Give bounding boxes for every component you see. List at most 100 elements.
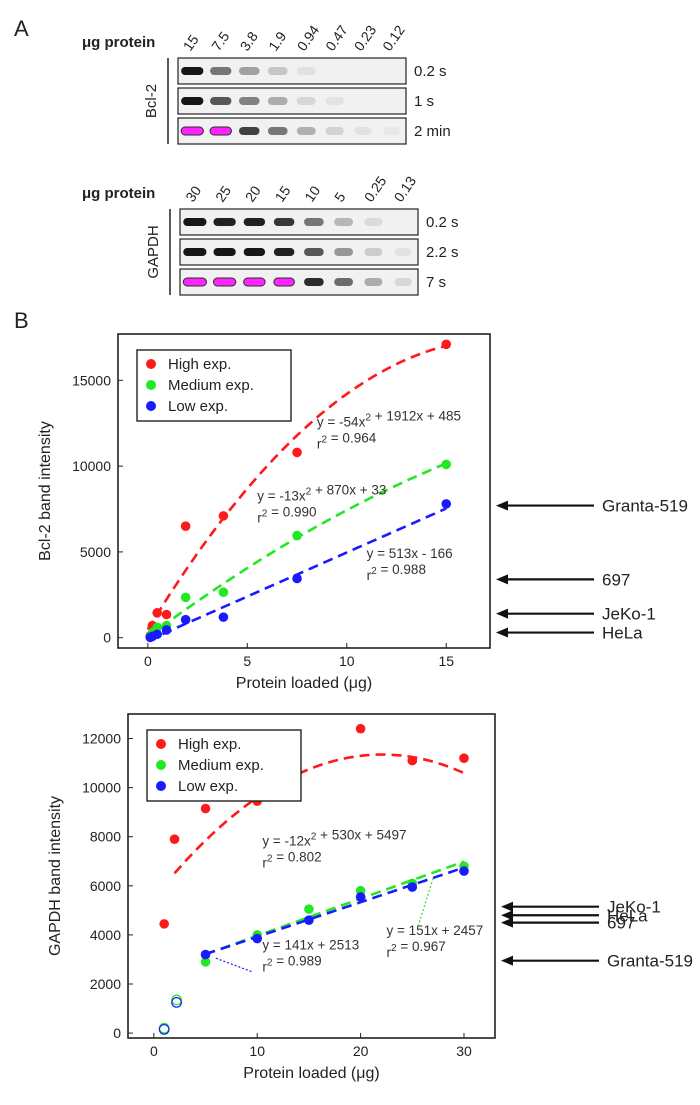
legend-label: Medium exp.	[178, 757, 264, 774]
legend-label: High exp.	[178, 736, 241, 753]
data-point-2	[152, 629, 162, 640]
gapdh-band	[394, 278, 412, 286]
legend-marker	[146, 359, 156, 369]
cell-line-arrowhead	[496, 608, 508, 619]
fit-equation: y = -13x2 + 870x + 33	[257, 482, 386, 503]
data-point-2	[252, 933, 263, 944]
data-point-2	[218, 612, 229, 622]
fit-r-squared: r2 = 0.989	[262, 954, 321, 975]
bcl2-lane-label: 15	[180, 32, 202, 54]
fit-line-0	[146, 344, 447, 631]
cell-line-arrowhead	[501, 955, 513, 966]
cell-line-arrowhead	[496, 627, 508, 638]
cell-line-arrowhead	[496, 500, 508, 511]
cell-line-label: JeKo-1	[602, 605, 656, 624]
data-point-0	[161, 609, 172, 620]
data-point-0	[441, 339, 452, 350]
y-tick-label: 12000	[82, 731, 121, 747]
gapdh-blot: μg protein 30 25 20 15 10 5 0.25 0.13 GAPDH 0.2 s 2…	[82, 173, 459, 296]
y-tick-label: 5000	[80, 544, 111, 560]
data-point-2	[441, 499, 452, 509]
gapdh-exposure-label: 2.2 s	[426, 244, 459, 261]
data-point-1	[152, 622, 162, 633]
data-point-0	[200, 803, 211, 814]
bcl2-band	[383, 127, 400, 135]
bcl2-exposure-label: 2 min	[414, 123, 451, 140]
fit-r-squared: r2 = 0.967	[386, 939, 445, 960]
gapdh-band	[364, 278, 383, 286]
cell-line-label: JeKo-1	[607, 898, 661, 917]
y-axis-label: Bcl-2 band intensity	[37, 421, 54, 561]
legend-label: Medium exp.	[168, 377, 254, 394]
gapdh-band	[304, 278, 324, 286]
gapdh-band	[334, 218, 353, 226]
data-point-0	[459, 753, 469, 763]
fit-equation: y = -12x2 + 530x + 5497	[262, 827, 406, 848]
bcl2-band	[267, 97, 288, 105]
gapdh-band	[183, 248, 207, 256]
y-tick-label: 4000	[90, 927, 121, 943]
bcl2-band	[181, 97, 204, 105]
data-point-2	[200, 949, 211, 960]
fit-equation: y = 151x + 2457	[386, 923, 483, 938]
data-point-1	[200, 957, 211, 967]
legend-box	[146, 729, 302, 802]
cell-line-arrowhead	[501, 910, 513, 921]
bcl2-lane-label: 1.9	[265, 28, 289, 53]
x-tick-label: 20	[353, 1043, 369, 1059]
data-point-2	[292, 573, 302, 584]
x-axis-label: Protein loaded (μg)	[243, 1065, 379, 1082]
legend-box	[136, 349, 292, 422]
x-tick-label: 30	[456, 1043, 472, 1059]
y-tick-label: 15000	[72, 372, 111, 388]
gapdh-band	[243, 248, 266, 256]
data-point-0	[159, 919, 169, 929]
data-point-1	[218, 587, 229, 598]
data-point-0	[169, 834, 180, 844]
data-point-2	[304, 915, 314, 925]
cell-line-arrowhead	[501, 901, 513, 912]
legend-label: Low exp.	[168, 398, 228, 415]
legend-marker	[146, 380, 156, 390]
gapdh-lane-label: 20	[242, 183, 264, 205]
data-point-1	[304, 904, 314, 914]
bcl2-band	[180, 126, 204, 136]
data-point-0	[292, 447, 302, 458]
y-tick-label: 10000	[82, 780, 121, 796]
gapdh-band	[213, 218, 236, 226]
gapdh-band	[243, 277, 266, 287]
data-point-0	[152, 608, 162, 618]
legend-marker	[146, 401, 156, 411]
legend-label: High exp.	[168, 356, 231, 373]
y-tick-label: 10000	[72, 458, 111, 474]
data-point-1	[441, 459, 452, 470]
gapdh-band	[364, 218, 383, 226]
chart-1: 0 10 20 30 0 2000 4000 6000 8000 10000 12000 Protei…	[47, 713, 693, 1082]
panel-b-label: B	[14, 308, 29, 333]
gapdh-band	[212, 277, 237, 287]
x-axis-label: Protein loaded (μg)	[236, 675, 372, 692]
gapdh-band	[182, 277, 207, 287]
data-point-0	[407, 755, 418, 766]
y-tick-label: 0	[113, 1025, 121, 1041]
fit-line-1	[205, 860, 465, 956]
gapdh-header: μg protein	[82, 185, 155, 202]
fit-r-squared: r2 = 0.990	[257, 504, 316, 525]
outlier-point-1	[171, 994, 182, 1006]
bcl2-band	[209, 126, 232, 136]
y-tick-label: 2000	[90, 976, 121, 992]
fit-equation: y = 141x + 2513	[262, 938, 359, 953]
gapdh-lane-label: 0.13	[390, 173, 419, 205]
bcl2-band	[267, 127, 288, 135]
data-point-2	[459, 866, 469, 876]
bcl2-lane-label: 7.5	[208, 28, 232, 53]
bcl2-lane-label: 3.8	[237, 28, 261, 53]
fit-r-squared: r2 = 0.802	[262, 849, 321, 870]
gapdh-band	[334, 248, 353, 256]
bcl2-band	[210, 67, 232, 75]
bcl2-band	[296, 127, 316, 135]
x-tick-label: 5	[243, 653, 251, 669]
bcl2-band	[325, 127, 344, 135]
gapdh-exposure-label: 7 s	[426, 274, 446, 291]
